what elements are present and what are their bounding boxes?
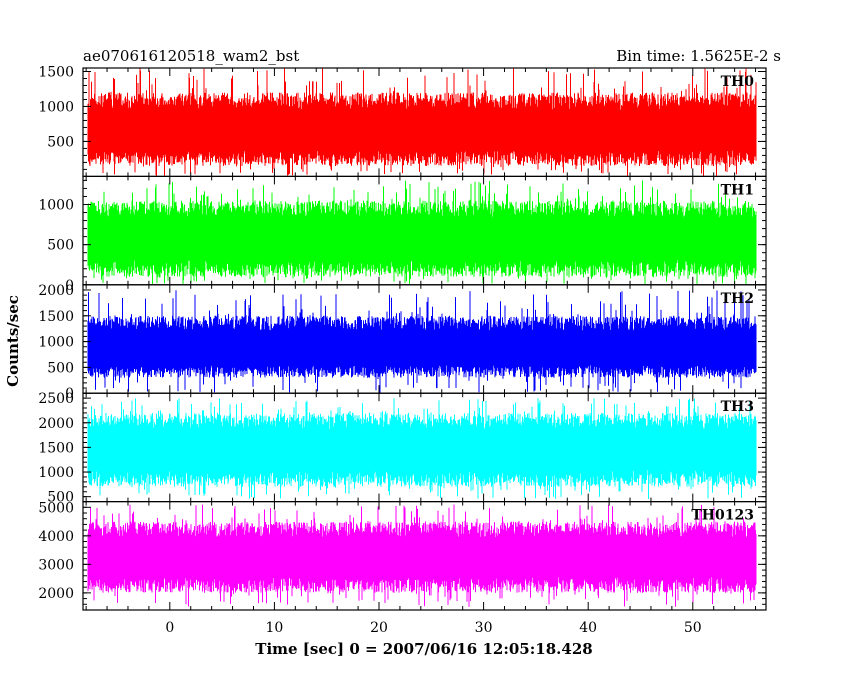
y-tick-label: 2000: [38, 283, 74, 299]
y-tick-label: 1000: [38, 99, 74, 115]
y-tick-label: 500: [47, 490, 74, 506]
y-axis-label: Counts/sec: [4, 295, 22, 387]
panel-frame: [82, 501, 767, 611]
y-tick-label: 1500: [38, 64, 74, 80]
x-tick-label: 10: [265, 620, 283, 636]
y-tick-label: 1000: [38, 198, 74, 214]
y-tick-label: 500: [47, 238, 74, 254]
y-tick-label: 500: [47, 134, 74, 150]
x-tick-label: 30: [475, 620, 493, 636]
panel-label-th1: TH1: [721, 182, 754, 198]
y-tick-label: 500: [47, 360, 74, 376]
series-line-th2: [87, 290, 757, 393]
y-tick-label: 5000: [38, 500, 74, 516]
y-tick-label: 2000: [38, 416, 74, 432]
panel-th0: 500 1000 1500 TH0: [38, 64, 767, 178]
series-line-th1: [87, 180, 757, 285]
series-line-th0123: [87, 504, 757, 607]
panel-th3: 500 1000 1500 2000 2500 TH3: [38, 391, 767, 506]
y-tick-label: 1500: [38, 440, 74, 456]
y-tick-label: 1500: [38, 309, 74, 325]
panel-label-th2: TH2: [721, 291, 754, 307]
x-tick-label: 20: [370, 620, 388, 636]
y-tick-label: 4000: [38, 529, 74, 545]
series-line-th0: [87, 68, 757, 177]
y-tick-label: 0: [65, 386, 74, 402]
x-tick-labels: 0 10 20 30 40 50: [165, 620, 701, 636]
x-tick-label: 40: [579, 620, 597, 636]
y-tick-label: 3000: [38, 557, 74, 573]
panel-label-th0123: TH0123: [691, 508, 754, 524]
figure-title: ae070616120518_wam2_bst: [83, 47, 299, 65]
y-tick-label: 2000: [38, 586, 74, 602]
panels-group: 500 1000 1500 TH0 0 500 1000 TH1 0 500 1000 1500 200…: [38, 64, 767, 611]
panel-label-th0: TH0: [721, 74, 755, 90]
panel-th1: 0 500 1000 TH1: [38, 175, 767, 294]
y-tick-label: 1000: [38, 465, 74, 481]
y-tick-label: 0: [65, 278, 74, 294]
panel-label-th3: TH3: [721, 399, 754, 415]
y-tick-label: 1000: [38, 335, 74, 351]
series-line-th3: [87, 398, 757, 499]
panel-th2: 0 500 1000 1500 2000 TH2: [38, 283, 767, 402]
panel-th0123: 2000 3000 4000 5000 TH0123: [38, 500, 767, 611]
x-tick-label: 0: [165, 620, 174, 636]
x-axis-label: Time [sec] 0 = 2007/06/16 12:05:18.428: [255, 640, 592, 658]
bin-time-label: Bin time: 1.5625E-2 s: [616, 47, 781, 65]
x-tick-label: 50: [684, 620, 702, 636]
y-tick-label: 2500: [38, 391, 74, 407]
